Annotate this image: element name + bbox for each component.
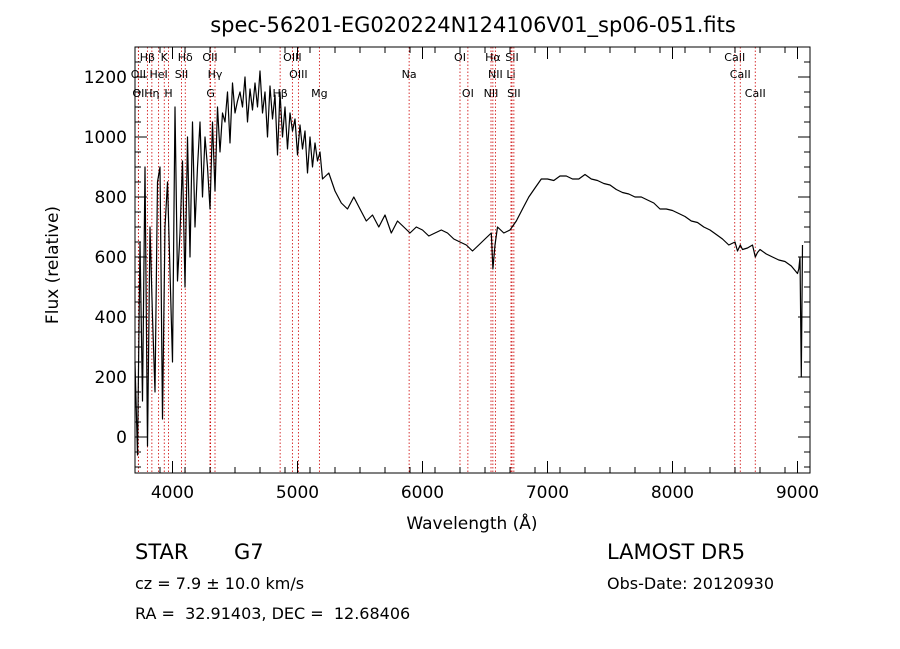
marker-label-7: SII: [505, 51, 518, 64]
marker-label-12: Hγ: [208, 68, 223, 81]
marker-label-19: Hη: [144, 87, 159, 100]
marker-label-24: OI: [462, 87, 474, 100]
x-tick-label-2: 6000: [401, 483, 444, 503]
x-tick-label-0: 4000: [151, 483, 194, 503]
marker-label-14: Na: [402, 68, 417, 81]
marker-label-3: OII: [202, 51, 217, 64]
spectrum-series-0: [134, 70, 804, 456]
marker-label-5: OI: [454, 51, 466, 64]
marker-label-1: K: [161, 51, 169, 64]
chart-title: spec-56201-EG020224N124106V01_sp06-051.f…: [210, 13, 736, 38]
obs-date-text: Obs-Date: 20120930: [607, 574, 775, 593]
y-tick-label-3: 600: [95, 248, 127, 268]
marker-label-21: G: [206, 87, 215, 100]
y-axis: 0 200 400 600 800 1000 1200: [84, 46, 810, 468]
marker-label-6: Hα: [485, 51, 501, 64]
marker-label-23: Mg: [311, 87, 327, 100]
x-tick-label-1: 5000: [276, 483, 319, 503]
marker-label-26: SII: [507, 87, 520, 100]
marker-label-11: SII: [175, 68, 188, 81]
survey-name: LAMOST DR5: [607, 540, 746, 564]
marker-label-27: CaII: [745, 87, 766, 100]
y-tick-label-0: 0: [116, 428, 127, 448]
x-axis: 4000 5000 6000 7000 8000 9000: [134, 47, 819, 503]
marker-label-16: Li: [506, 68, 515, 81]
plot-frame: [134, 46, 811, 474]
marker-label-4: OIII: [283, 51, 301, 64]
y-tick-label-4: 800: [95, 188, 127, 208]
object-class: STAR: [135, 540, 189, 564]
marker-label-10: HeI: [149, 68, 167, 81]
y-tick-label-1: 200: [95, 368, 127, 388]
series-group: [134, 70, 804, 456]
y-axis-label: Flux (relative): [43, 206, 63, 324]
y-tick-label-5: 1000: [84, 128, 127, 148]
y-tick-label-2: 400: [95, 308, 127, 328]
marker-label-18: OI: [132, 87, 144, 100]
x-axis-label: Wavelength (Å): [406, 512, 537, 534]
marker-label-15: NII: [488, 68, 503, 81]
marker-label-17: CaII: [730, 68, 751, 81]
x-tick-label-5: 9000: [776, 483, 819, 503]
y-tick-label-6: 1200: [84, 68, 127, 88]
x-tick-label-4: 8000: [651, 483, 694, 503]
marker-label-25: NII: [484, 87, 499, 100]
redshift-text: cz = 7.9 ± 10.0 km/s: [135, 574, 305, 593]
object-subclass: G7: [234, 540, 264, 564]
x-tick-label-3: 7000: [526, 483, 569, 503]
marker-label-20: H: [164, 87, 172, 100]
marker-label-13: OIII: [289, 68, 307, 81]
marker-label-0: Hβ: [140, 51, 155, 64]
coordinates-text: RA = 32.91403, DEC = 12.68406: [135, 604, 411, 623]
